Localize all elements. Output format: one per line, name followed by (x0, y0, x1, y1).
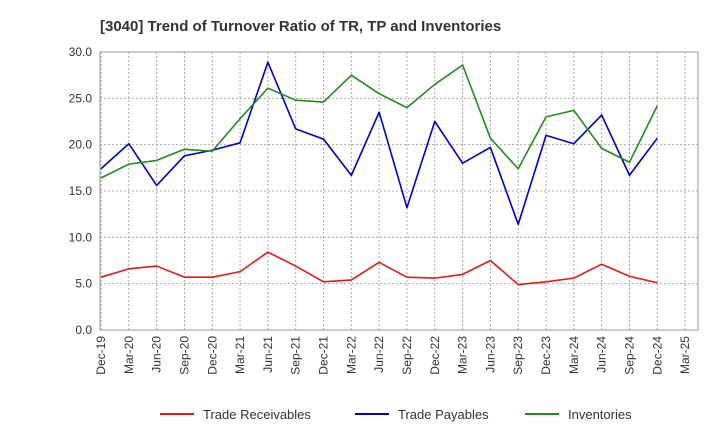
y-tick-label: 15.0 (69, 184, 93, 198)
y-tick-label: 10.0 (69, 230, 93, 244)
y-tick-label: 20.0 (69, 138, 93, 152)
series-line-trade-receivables (100, 251, 658, 286)
x-tick-label: Jun-21 (261, 336, 275, 373)
y-tick-label: 0.0 (75, 323, 92, 337)
legend-label: Trade Payables (398, 407, 489, 422)
x-tick-label: Jun-23 (483, 336, 497, 373)
legend: Trade Receivables Trade Payables Inventori… (160, 407, 632, 422)
x-tick-label: Dec-21 (317, 336, 331, 375)
x-tick-label: Sep-23 (511, 336, 525, 375)
x-tick-label: Jun-22 (372, 336, 386, 373)
y-tick-label: 30.0 (69, 45, 93, 59)
x-tick-label: Sep-20 (177, 336, 191, 375)
x-tick-label: Mar-25 (678, 336, 692, 374)
x-tick-label: Mar-24 (567, 336, 581, 374)
legend-label: Inventories (568, 407, 632, 422)
x-tick-label: Mar-23 (456, 336, 470, 374)
y-tick-label: 5.0 (75, 277, 92, 291)
series-lines (100, 61, 658, 286)
x-axis: Dec-19 Mar-20 Jun-20 Sep-20 Dec-20 Mar-21 Jun-… (94, 336, 692, 375)
x-tick-label: Mar-22 (344, 336, 358, 374)
x-tick-label: Sep-24 (622, 336, 636, 375)
x-tick-label: Mar-21 (233, 336, 247, 374)
x-tick-label: Dec-19 (94, 336, 108, 375)
x-tick-label: Dec-23 (539, 336, 553, 375)
x-tick-label: Mar-20 (122, 336, 136, 374)
series-line-inventories (100, 64, 658, 179)
x-tick-label: Sep-21 (289, 336, 303, 375)
plot-area (99, 51, 699, 331)
legend-label: Trade Receivables (203, 407, 311, 422)
x-tick-label: Sep-22 (400, 336, 414, 375)
series-line-trade-payables (100, 61, 658, 226)
y-axis: 0.0 5.0 10.0 15.0 20.0 25.0 30.0 (69, 45, 93, 337)
y-tick-label: 25.0 (69, 91, 93, 105)
x-tick-label: Dec-22 (428, 336, 442, 375)
x-tick-label: Dec-20 (205, 336, 219, 375)
x-tick-label: Jun-20 (150, 336, 164, 373)
x-tick-label: Jun-24 (595, 336, 609, 373)
chart-title: [3040] Trend of Turnover Ratio of TR, TP… (100, 18, 501, 35)
x-tick-label: Dec-24 (650, 336, 664, 375)
